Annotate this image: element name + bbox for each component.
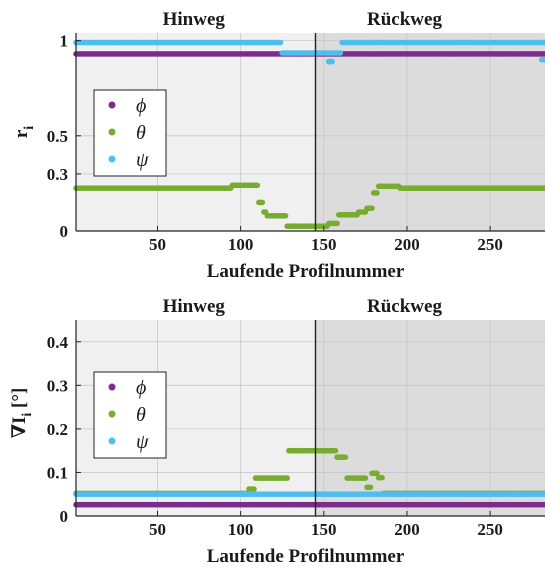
legend-label: ϕ xyxy=(136,377,146,399)
legend: ϕθψ xyxy=(93,89,167,177)
data-point xyxy=(329,58,335,65)
x-axis-label: Laufende Profilnummer xyxy=(207,261,405,282)
y-tick-label: 0.5 xyxy=(47,127,68,146)
legend-marker xyxy=(108,437,116,445)
y-axis-label: ∇Ii [°] xyxy=(9,388,35,439)
data-point xyxy=(362,475,369,481)
y-tick-label: 0.1 xyxy=(47,463,68,482)
legend-marker xyxy=(108,128,116,136)
data-point xyxy=(379,474,385,481)
data-point xyxy=(369,205,375,211)
data-point xyxy=(374,190,380,196)
rueckweg-label: Rückweg xyxy=(367,9,442,30)
rueckweg-region xyxy=(315,33,545,231)
rueckweg-label: Rückweg xyxy=(367,296,442,317)
y-tick-label: 1 xyxy=(60,32,69,51)
data-point xyxy=(542,51,545,57)
legend-label: θ xyxy=(136,122,146,144)
y-axis-label: ri xyxy=(11,126,37,138)
legend-box xyxy=(93,371,167,459)
chart-panel-1: 50 100 150 200 250 0 0.3 0.5 1 Hinweg Rückweg Laufe… xyxy=(11,9,545,282)
data-point xyxy=(542,491,545,497)
x-tick-label: 250 xyxy=(477,520,503,539)
data-point xyxy=(542,39,545,46)
y-tick-label: 0.3 xyxy=(47,165,68,184)
data-point xyxy=(337,50,344,56)
data-point xyxy=(542,185,545,191)
data-point xyxy=(542,56,545,63)
data-point xyxy=(332,447,339,454)
legend-label: ϕ xyxy=(136,95,146,117)
x-axis-label: Laufende Profilnummer xyxy=(207,546,405,567)
data-point xyxy=(282,213,289,219)
legend-marker xyxy=(108,155,116,163)
legend-label: ψ xyxy=(136,149,149,171)
series-2 xyxy=(73,182,545,229)
chart-panel-2: 50 100 150 200 250 0 0.1 0.2 0.3 0.4 Hinweg Rückweg… xyxy=(9,296,545,567)
x-tick-label: 200 xyxy=(394,520,420,539)
data-point xyxy=(367,484,374,491)
y-tick-label: 0 xyxy=(60,222,69,241)
data-point xyxy=(334,220,340,227)
x-tick-label: 150 xyxy=(311,520,337,539)
rueckweg-region xyxy=(315,320,545,516)
data-point xyxy=(277,39,284,46)
x-tick-label: 200 xyxy=(394,235,420,254)
legend-box xyxy=(93,89,167,177)
y-tick-label: 0.3 xyxy=(47,376,68,395)
legend-marker xyxy=(108,383,116,391)
data-point xyxy=(251,486,257,492)
series-3 xyxy=(73,39,545,65)
x-tick-label: 100 xyxy=(228,235,254,254)
legend-label: θ xyxy=(136,404,146,426)
x-tick-label: 100 xyxy=(228,520,254,539)
data-point xyxy=(342,454,349,461)
y-tick-label: 0.4 xyxy=(47,333,69,352)
data-point xyxy=(254,182,261,189)
legend-marker xyxy=(108,410,116,418)
series-3 xyxy=(73,491,545,498)
x-tick-label: 50 xyxy=(149,235,166,254)
x-tick-label: 250 xyxy=(477,235,503,254)
y-tick-label: 0 xyxy=(60,507,69,526)
x-tick-label: 50 xyxy=(149,520,166,539)
legend: ϕθψ xyxy=(93,371,167,459)
data-point xyxy=(542,501,545,508)
hinweg-label: Hinweg xyxy=(163,9,226,30)
y-tick-label: 0.2 xyxy=(47,420,68,439)
hinweg-label: Hinweg xyxy=(163,296,226,317)
x-tick-label: 150 xyxy=(311,235,337,254)
legend-label: ψ xyxy=(136,431,149,453)
series-1 xyxy=(73,501,545,508)
legend-marker xyxy=(108,101,116,109)
data-point xyxy=(259,199,266,206)
data-point xyxy=(374,470,380,477)
data-point xyxy=(284,475,291,481)
